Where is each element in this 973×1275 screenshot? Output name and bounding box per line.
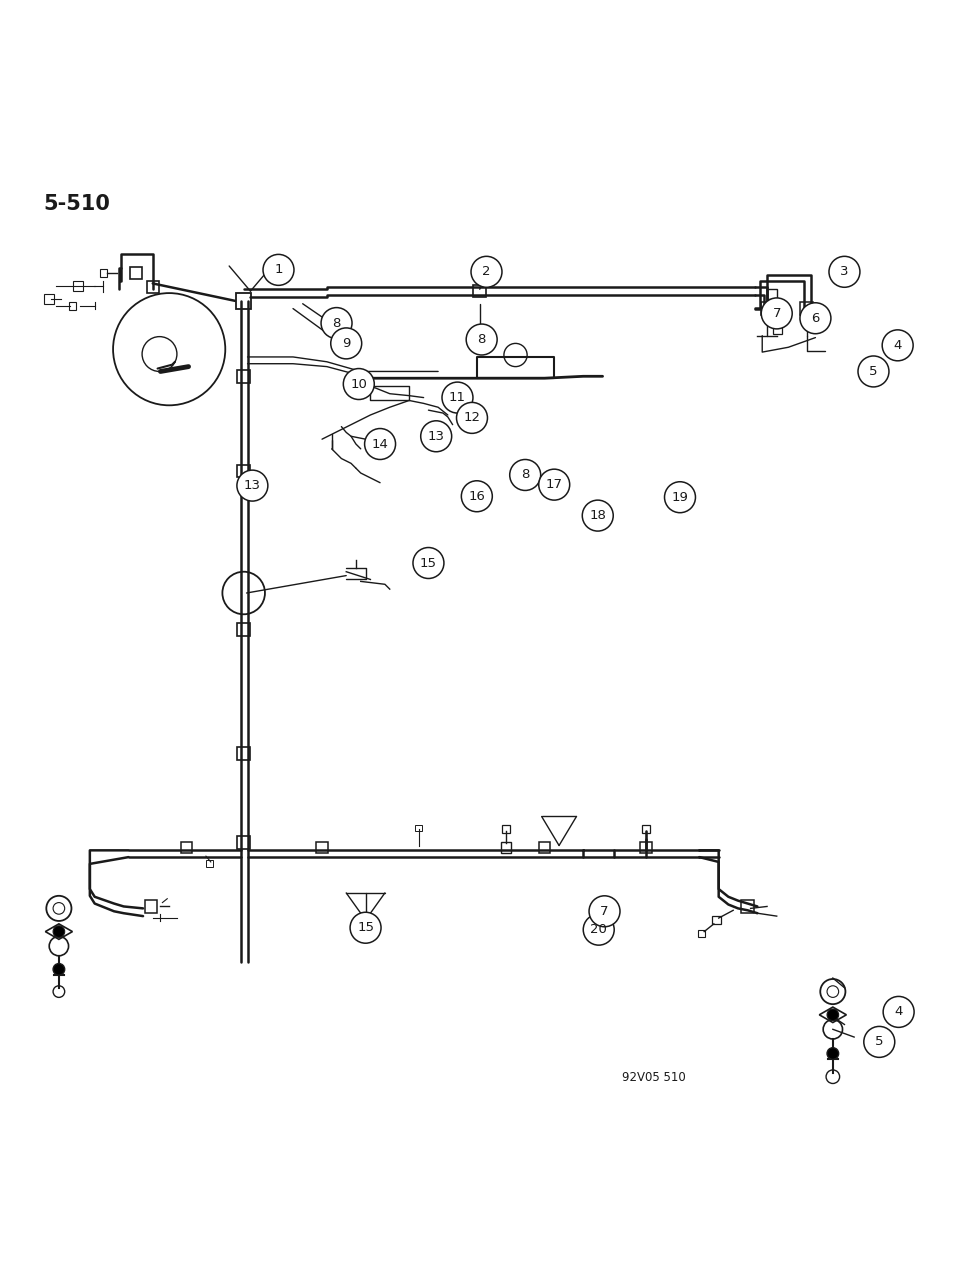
- Circle shape: [883, 330, 913, 361]
- Circle shape: [583, 914, 614, 945]
- Bar: [237, 623, 250, 636]
- Bar: [237, 836, 250, 849]
- Bar: [474, 284, 486, 297]
- Text: 8: 8: [521, 468, 529, 482]
- Text: 11: 11: [449, 391, 466, 404]
- Circle shape: [589, 896, 620, 927]
- Circle shape: [321, 307, 352, 339]
- Bar: [500, 842, 511, 853]
- Text: 15: 15: [357, 922, 374, 935]
- Bar: [147, 282, 159, 293]
- Text: 5-510: 5-510: [44, 194, 110, 214]
- Bar: [415, 825, 422, 831]
- Text: 6: 6: [811, 312, 819, 325]
- Bar: [741, 900, 754, 913]
- Bar: [45, 295, 54, 303]
- Circle shape: [510, 459, 541, 491]
- Bar: [235, 293, 251, 309]
- Circle shape: [539, 469, 570, 500]
- Bar: [145, 900, 157, 913]
- Text: 13: 13: [244, 479, 261, 492]
- Text: 9: 9: [342, 337, 350, 349]
- Bar: [539, 842, 551, 853]
- Text: 17: 17: [546, 478, 562, 491]
- Circle shape: [331, 328, 362, 358]
- Text: 13: 13: [428, 430, 445, 442]
- Text: 7: 7: [600, 905, 609, 918]
- Text: 16: 16: [468, 490, 486, 502]
- Bar: [130, 266, 142, 278]
- Circle shape: [829, 256, 860, 287]
- Bar: [761, 302, 774, 315]
- Circle shape: [858, 356, 889, 386]
- Text: 5: 5: [875, 1035, 883, 1048]
- Circle shape: [343, 368, 375, 399]
- Circle shape: [54, 926, 64, 937]
- Bar: [73, 282, 83, 291]
- Text: 5: 5: [869, 365, 878, 377]
- Circle shape: [350, 912, 381, 944]
- Circle shape: [800, 302, 831, 334]
- Circle shape: [442, 382, 473, 413]
- Circle shape: [883, 997, 914, 1028]
- Bar: [642, 825, 650, 833]
- Circle shape: [365, 428, 396, 459]
- Circle shape: [665, 482, 696, 513]
- Text: 20: 20: [591, 923, 607, 936]
- Circle shape: [236, 470, 268, 501]
- Bar: [475, 326, 485, 337]
- Text: 18: 18: [590, 509, 606, 521]
- Bar: [712, 915, 721, 924]
- Bar: [237, 370, 250, 382]
- Bar: [698, 931, 704, 937]
- Bar: [316, 842, 328, 853]
- Circle shape: [413, 547, 444, 579]
- Bar: [801, 302, 813, 315]
- Circle shape: [54, 964, 64, 975]
- Text: 19: 19: [671, 491, 689, 504]
- Bar: [99, 269, 107, 277]
- Circle shape: [864, 1026, 895, 1057]
- Text: 4: 4: [893, 339, 902, 352]
- Bar: [68, 302, 76, 310]
- Bar: [774, 325, 782, 334]
- Bar: [502, 825, 510, 833]
- Bar: [237, 747, 250, 760]
- Text: 8: 8: [333, 316, 341, 329]
- Text: 8: 8: [478, 333, 486, 346]
- Text: 7: 7: [773, 307, 781, 320]
- Text: 4: 4: [894, 1006, 903, 1019]
- Text: 15: 15: [420, 556, 437, 570]
- Circle shape: [761, 298, 792, 329]
- Circle shape: [471, 256, 502, 287]
- Bar: [206, 861, 213, 867]
- Text: 1: 1: [274, 264, 283, 277]
- Text: 2: 2: [483, 265, 490, 278]
- Bar: [767, 289, 776, 298]
- Bar: [181, 842, 193, 853]
- Circle shape: [466, 324, 497, 354]
- Circle shape: [420, 421, 451, 451]
- Circle shape: [582, 500, 613, 532]
- Circle shape: [263, 255, 294, 286]
- Text: 92V05 510: 92V05 510: [622, 1071, 686, 1085]
- Text: 12: 12: [463, 412, 481, 425]
- Text: 10: 10: [350, 377, 367, 390]
- Text: 14: 14: [372, 437, 388, 450]
- Bar: [640, 842, 652, 853]
- Circle shape: [456, 403, 487, 434]
- Bar: [237, 465, 250, 477]
- Text: 3: 3: [841, 265, 848, 278]
- Circle shape: [461, 481, 492, 511]
- Circle shape: [827, 1048, 839, 1060]
- Circle shape: [827, 1009, 839, 1020]
